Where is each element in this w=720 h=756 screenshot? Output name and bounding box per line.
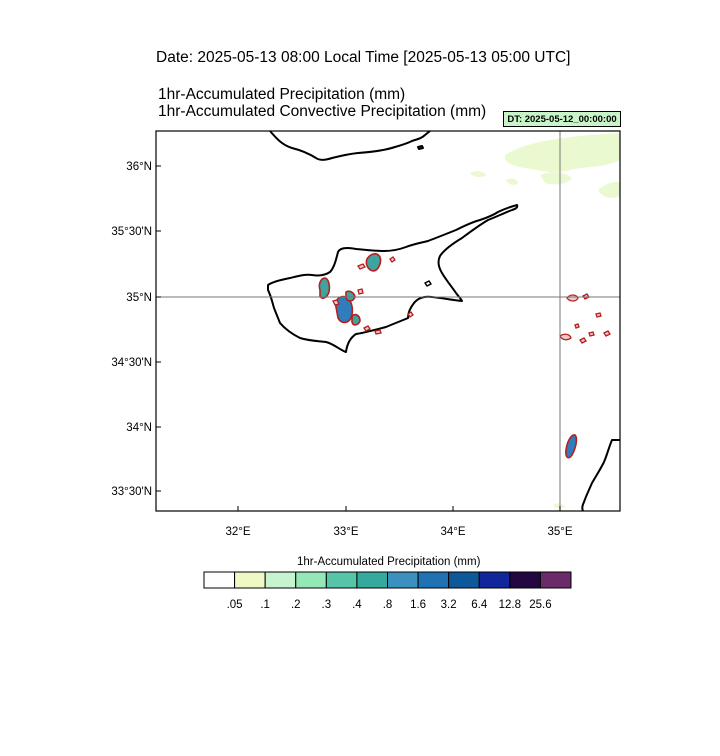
cell-central-large (334, 295, 354, 324)
colorbar-swatch (356, 571, 388, 589)
speck-15 (603, 330, 611, 337)
lake-islet (424, 280, 432, 287)
init-time-badge: DT: 2025-05-12_00:00:00 (503, 111, 621, 127)
colorbar (203, 571, 572, 589)
precip-patch-ne (504, 133, 620, 173)
lat-label: 35°N (126, 292, 152, 304)
colorbar-threshold-label: .3 (322, 599, 332, 611)
lon-labels: 32°E 33°E 34°E 35°E (225, 526, 572, 538)
precip-patch-center (506, 178, 518, 185)
lon-label: 33°E (333, 526, 358, 538)
lon-label: 35°E (547, 526, 572, 538)
lat-label: 34°30'N (111, 357, 152, 369)
colorbar-swatch (295, 571, 327, 589)
colorbar-swatch (203, 571, 236, 589)
convective-precip-title: 1hr-Accumulated Convective Precipitation… (158, 103, 487, 120)
cyprus-coast (267, 204, 519, 353)
speck-5 (363, 325, 371, 332)
colorbar-swatch (478, 571, 511, 589)
colorbar-threshold-label: 3.2 (441, 599, 457, 611)
colorbar-swatch (234, 571, 266, 589)
speck-10 (595, 312, 602, 318)
colorbar-threshold-label: 12.8 (499, 599, 521, 611)
date-title: Date: 2025-05-13 08:00 Local Time [2025-… (156, 49, 571, 66)
speck-2 (389, 256, 396, 263)
colorbar-swatch (539, 571, 572, 589)
lon-label: 32°E (225, 526, 250, 538)
speck-12 (559, 333, 572, 341)
speck-7 (407, 311, 414, 318)
cell-north (365, 253, 382, 272)
cell-levant (565, 434, 578, 459)
turkey-coast (269, 131, 431, 161)
light-precip-areas (470, 133, 620, 509)
lat-label: 33°30'N (111, 486, 152, 498)
colorbar-threshold-label: .2 (291, 599, 301, 611)
lat-label: 34°N (126, 422, 152, 434)
speck-13 (579, 337, 587, 344)
colorbar-threshold-label: 6.4 (471, 599, 488, 611)
lat-ticks (156, 165, 161, 492)
colorbar-threshold-label: 25.6 (529, 599, 551, 611)
colorbar-threshold-label: .05 (227, 599, 243, 611)
reference-lines (156, 131, 620, 511)
precip-title: 1hr-Accumulated Precipitation (mm) (158, 86, 406, 103)
cell-central-north (345, 290, 356, 302)
colorbar-threshold-label: .8 (383, 599, 393, 611)
colorbar-threshold-label: .4 (352, 599, 362, 611)
precip-patch-s (553, 503, 565, 509)
speck-8 (566, 294, 579, 302)
colorbar-threshold-label: 1.6 (410, 599, 426, 611)
speck-1 (357, 263, 366, 270)
map-frame (155, 130, 621, 512)
lat-label: 36°N (126, 161, 152, 173)
colorbar-swatch (417, 571, 450, 589)
precip-patch-ne-2 (540, 172, 572, 185)
speck-6 (374, 329, 382, 335)
colorbar-swatch (264, 571, 297, 589)
levant-coast (581, 439, 620, 511)
speck-3 (332, 299, 340, 306)
turkey-islet (417, 145, 424, 150)
colorbar-swatch (387, 571, 419, 589)
colorbar-title: 1hr-Accumulated Precipitation (mm) (297, 556, 481, 568)
speck-14 (588, 331, 595, 337)
speck-11 (574, 323, 580, 329)
colorbar-labels: .05 .1 .2 .3 .4 .8 1.6 3.2 6.4 12.8 25.6 (227, 599, 552, 611)
precip-patch-e (598, 181, 620, 198)
lon-ticks (237, 506, 561, 511)
colorbar-threshold-label: .1 (260, 599, 270, 611)
colorbar-swatch (448, 571, 480, 589)
lat-labels: 36°N 35°30'N 35°N 34°30'N 34°N 33°30'N (111, 161, 152, 498)
precip-patch-nw (470, 171, 486, 178)
convective-cells (318, 253, 611, 459)
colorbar-swatch (325, 571, 358, 589)
speck-4 (357, 288, 364, 295)
coastlines (267, 131, 620, 511)
cell-central-south (351, 313, 361, 326)
cell-west (318, 277, 331, 299)
lat-label: 35°30'N (111, 226, 152, 238)
colorbar-swatch (509, 571, 541, 589)
lon-label: 34°E (440, 526, 465, 538)
